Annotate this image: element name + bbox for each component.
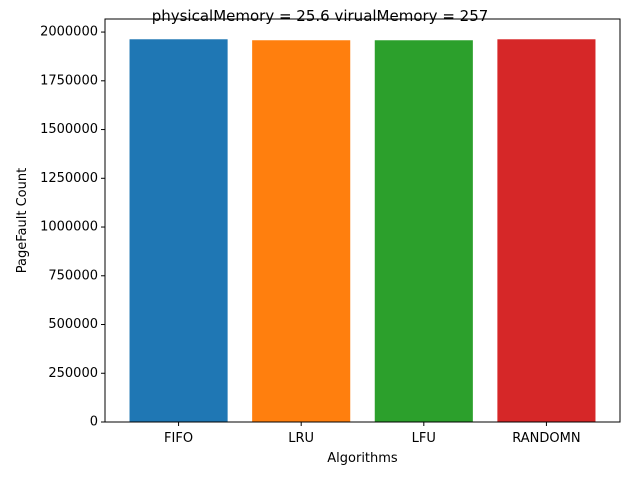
y-tick-label: 2000000	[40, 25, 98, 40]
x-axis-label: Algorithms	[327, 451, 398, 466]
bar-lru	[252, 40, 351, 422]
y-tick-label: 1000000	[40, 220, 98, 235]
bar-fifo	[129, 39, 228, 422]
chart-title: physicalMemory = 25.6 virualMemory = 257	[152, 7, 489, 25]
x-tick-label: LFU	[412, 431, 436, 446]
y-tick-label: 500000	[48, 317, 98, 332]
bars-group	[129, 39, 596, 422]
plot-frame	[104, 18, 621, 423]
y-tick-label: 1250000	[40, 171, 98, 186]
y-tick-label: 750000	[48, 268, 98, 283]
y-axis-label: PageFault Count	[15, 168, 30, 273]
x-tick-label: RANDOMN	[512, 431, 580, 446]
y-tick-label: 0	[90, 415, 98, 430]
y-axis: 0 250000 500000 750000 1000000 1250000 1500000…	[40, 25, 105, 430]
x-tick-label: LRU	[288, 431, 314, 446]
y-tick-label: 250000	[48, 366, 98, 381]
y-tick-label: 1750000	[40, 73, 98, 88]
bar-lfu	[374, 40, 473, 422]
y-tick-label: 1500000	[40, 122, 98, 137]
bar-randomn	[497, 39, 596, 422]
x-tick-label: FIFO	[164, 431, 193, 446]
x-axis: FIFO LRU LFU RANDOMN	[164, 422, 581, 446]
